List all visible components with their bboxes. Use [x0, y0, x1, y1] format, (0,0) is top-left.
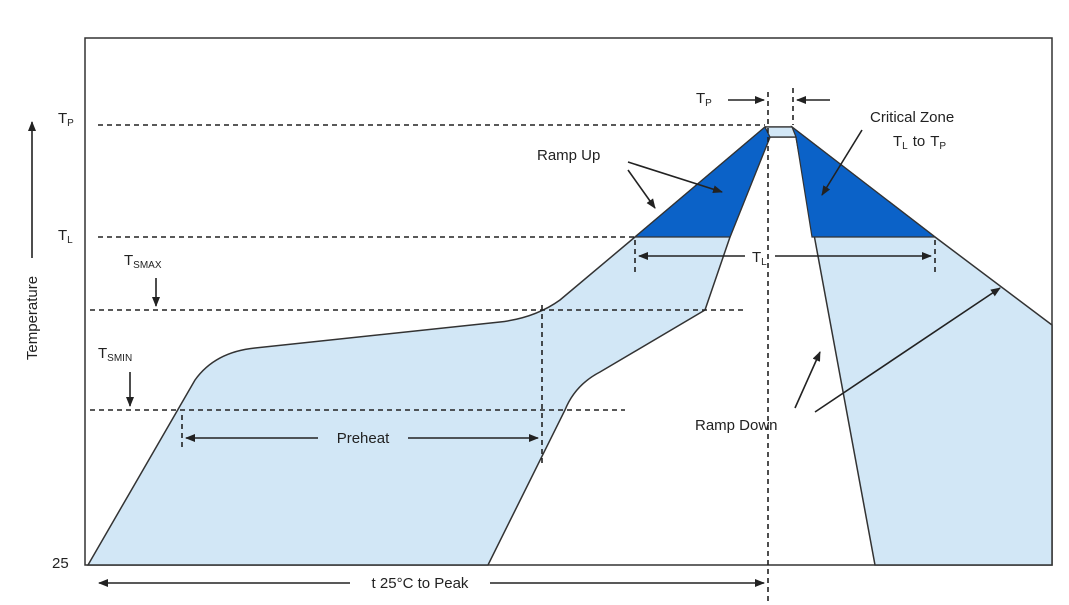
critical-zone-label: Critical Zone: [870, 109, 954, 126]
ramp-up-label: Ramp Up: [537, 147, 600, 164]
sub: L: [67, 235, 73, 246]
t: T: [58, 227, 67, 244]
critical-range-label: TL to TP: [893, 133, 946, 152]
y-label: Temperature: [24, 276, 41, 360]
to: to: [913, 133, 926, 150]
sub: P: [939, 141, 946, 152]
t: T: [752, 249, 761, 266]
tl-label: TL: [58, 227, 73, 246]
ramp-down-arrow: [794, 351, 821, 409]
total-time-label: t 25°C to Peak: [372, 575, 469, 592]
sub: P: [67, 118, 74, 129]
peak: [764, 126, 797, 138]
ramp-up-arrow: [627, 161, 723, 194]
sub: L: [902, 141, 908, 152]
sub: P: [705, 98, 712, 109]
start-label: 25: [52, 555, 69, 572]
sub: L: [761, 257, 767, 268]
t: T: [98, 345, 107, 362]
t: T: [893, 133, 902, 150]
t: T: [58, 110, 67, 127]
profile-region: [86, 126, 1053, 566]
preheat-label: Preheat: [337, 430, 390, 447]
sub: SMIN: [107, 353, 132, 364]
t: T: [696, 90, 705, 107]
t: T: [124, 252, 133, 269]
t: T: [930, 133, 939, 150]
tsmax-label: TSMAX: [124, 252, 162, 271]
sub: SMAX: [133, 260, 162, 271]
critical-zone-left: [633, 126, 771, 238]
ramp-down-label: Ramp Down: [695, 417, 778, 434]
tl-time-label: TL: [752, 249, 767, 268]
tp-time-label: TP: [696, 90, 712, 109]
frame: [84, 37, 1053, 566]
critical-arrow: [821, 129, 863, 196]
ramp-up-arrow: [627, 169, 656, 209]
tp-label: TP: [58, 110, 74, 129]
ramp-down-arrow: [814, 287, 1001, 413]
tsmin-label: TSMIN: [98, 345, 132, 364]
